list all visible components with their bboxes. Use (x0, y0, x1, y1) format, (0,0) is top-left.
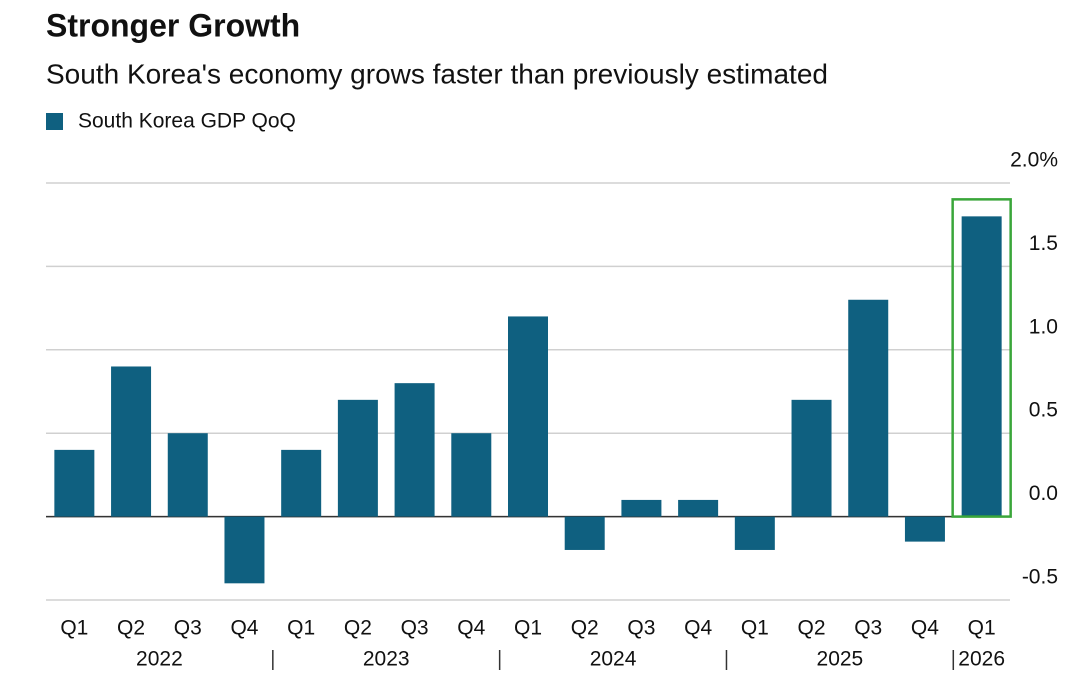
x-tick-label: Q1 (60, 617, 88, 640)
year-label: 2024 (590, 648, 637, 671)
highlight-box (951, 198, 1012, 518)
y-tick-label: 1.5 (1029, 232, 1058, 255)
y-tick-label: 2.0% (1010, 149, 1058, 172)
x-tick-label: Q1 (741, 617, 769, 640)
legend-swatch (46, 113, 63, 130)
bar (508, 316, 548, 517)
bar (224, 516, 265, 584)
bar (111, 366, 152, 517)
year-label: 2026 (958, 648, 1005, 671)
bar (904, 516, 945, 542)
x-tick-label: Q4 (230, 617, 258, 640)
x-tick-label: Q2 (571, 617, 599, 640)
bar (337, 399, 378, 517)
x-tick-label: Q4 (457, 617, 485, 640)
chart-title: Stronger Growth (46, 7, 300, 43)
x-tick-label: Q3 (627, 617, 655, 640)
x-tick-label: Q3 (174, 617, 202, 640)
x-tick-label: Q2 (798, 617, 826, 640)
y-tick-label: 0.0 (1029, 482, 1058, 505)
bar (848, 299, 889, 517)
bar (734, 516, 775, 550)
y-tick-label: -0.5 (1022, 566, 1058, 589)
bar (451, 433, 492, 517)
legend-label: South Korea GDP QoQ (78, 110, 296, 133)
x-tick-label: Q2 (344, 617, 372, 640)
x-tick-label: Q1 (514, 617, 542, 640)
x-tick-label: Q4 (911, 617, 939, 640)
x-tick-label: Q2 (117, 617, 145, 640)
bar (961, 216, 1002, 517)
bar (791, 399, 832, 517)
year-label: 2025 (817, 648, 864, 671)
x-tick-label: Q1 (287, 617, 315, 640)
y-tick-label: 1.0 (1029, 315, 1058, 338)
bar (564, 516, 605, 550)
x-tick-label: Q3 (401, 617, 429, 640)
bar (54, 449, 95, 517)
year-label: 2022 (136, 648, 183, 671)
bar (281, 449, 322, 517)
bar (167, 433, 208, 517)
x-tick-label: Q3 (854, 617, 882, 640)
x-tick-label: Q1 (968, 617, 996, 640)
chart-subtitle: South Korea's economy grows faster than … (46, 58, 828, 89)
year-label: 2023 (363, 648, 410, 671)
x-tick-label: Q4 (684, 617, 712, 640)
bar (394, 383, 435, 517)
y-tick-label: 0.5 (1029, 399, 1058, 422)
bar (621, 499, 662, 517)
bar (678, 499, 719, 517)
